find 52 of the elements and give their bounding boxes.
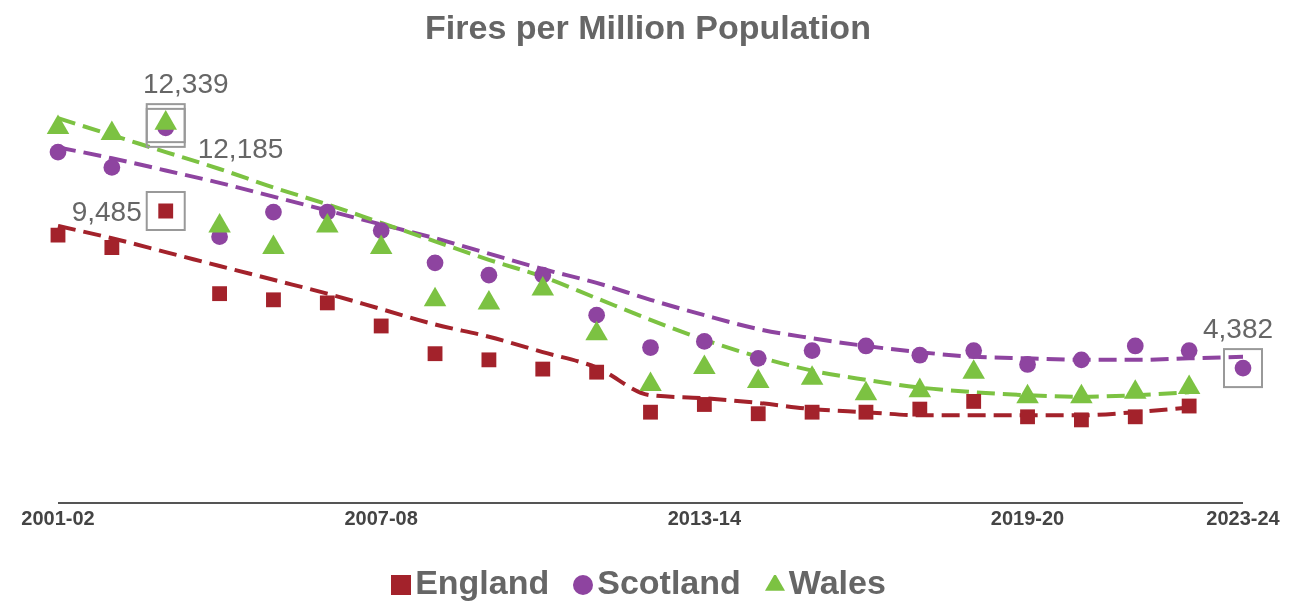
point <box>1180 342 1198 359</box>
point <box>427 346 443 362</box>
point <box>966 393 982 409</box>
data-label: 12,339 <box>142 68 229 100</box>
point <box>804 404 820 420</box>
point <box>266 292 281 308</box>
point <box>750 406 766 422</box>
x-tick-label: 2023-24 <box>1206 507 1281 530</box>
point <box>212 286 228 302</box>
point <box>1020 409 1035 425</box>
point <box>426 254 444 272</box>
point <box>643 404 658 420</box>
point <box>696 397 712 412</box>
point <box>50 227 66 243</box>
point <box>1127 409 1143 425</box>
point <box>857 337 875 355</box>
point <box>319 295 335 311</box>
data-label: 4,382 <box>1202 313 1274 345</box>
point <box>104 240 120 255</box>
point <box>588 306 605 324</box>
x-tick-label: 2001-02 <box>21 507 95 530</box>
legend-label: Scotland <box>597 563 741 601</box>
point <box>589 364 605 380</box>
chart-title: Fires per Million Population <box>424 8 872 48</box>
legend-label: Wales <box>788 563 886 601</box>
point <box>965 342 983 359</box>
point <box>480 266 498 284</box>
point <box>103 159 121 176</box>
data-label: 12,185 <box>197 132 284 164</box>
data-label: 9,485 <box>71 196 142 227</box>
point <box>535 361 551 377</box>
point <box>481 352 497 368</box>
point <box>1073 351 1090 369</box>
point <box>265 203 282 221</box>
legend-label: England <box>415 563 550 601</box>
point <box>911 346 929 364</box>
point <box>912 401 928 417</box>
point <box>749 349 767 367</box>
point <box>1019 356 1036 373</box>
point <box>1073 412 1089 428</box>
point <box>803 342 821 359</box>
point <box>858 404 874 420</box>
x-tick-label: 2007-08 <box>344 507 418 530</box>
point <box>642 339 659 356</box>
point <box>372 222 390 239</box>
point <box>696 333 713 350</box>
x-tick-label: 2019-20 <box>990 507 1065 530</box>
point <box>49 143 67 161</box>
point <box>1126 337 1144 355</box>
point <box>1181 398 1197 414</box>
x-tick-label: 2013-14 <box>667 507 742 530</box>
point <box>373 318 389 334</box>
